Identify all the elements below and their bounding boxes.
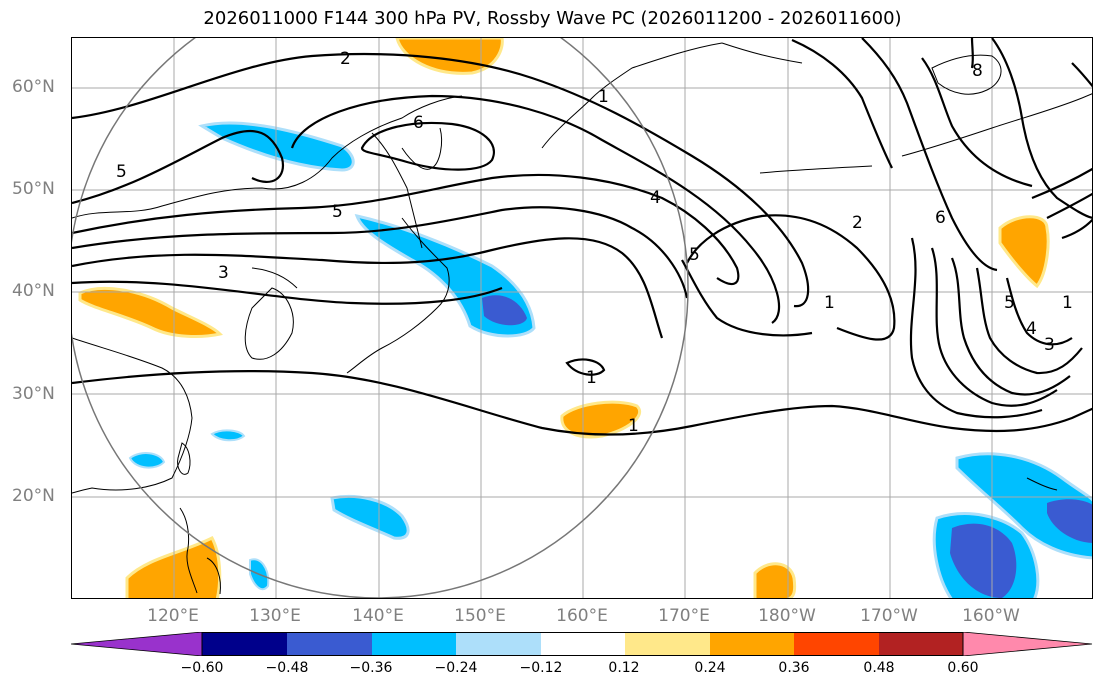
contour-label: 3 [218, 263, 229, 283]
lat-label-40n: 40°N [12, 281, 55, 301]
lon-label-180w: 180°W [758, 606, 816, 626]
lon-label-160w: 160°W [962, 606, 1020, 626]
pv-contours [72, 38, 1092, 436]
contour-label: 5 [1004, 293, 1015, 313]
colorbar-tick: 0.24 [694, 660, 726, 676]
colorbar-segment [372, 632, 456, 656]
colorbar-segment [794, 632, 879, 656]
colorbar-segment [710, 632, 794, 656]
colorbar-tick: −0.60 [180, 660, 224, 676]
contour-label: 1 [586, 368, 597, 388]
lon-label-140e: 140°E [352, 606, 404, 626]
lat-label-30n: 30°N [12, 384, 55, 404]
negative-anomaly-shading [128, 121, 1092, 598]
lon-label-170e: 170°E [658, 606, 710, 626]
rossby-wave-circle [72, 38, 689, 598]
colorbar-segment [541, 632, 625, 656]
contour-label: 2 [852, 213, 863, 233]
contour-label: 1 [628, 416, 639, 436]
colorbar-tick: 0.60 [947, 660, 979, 676]
lon-label-160e: 160°E [556, 606, 608, 626]
lon-label-170w: 170°W [860, 606, 918, 626]
colorbar-segment-high-extend [962, 632, 1093, 656]
contour-label: 2 [340, 49, 351, 69]
colorbar-tick: 0.48 [863, 660, 895, 676]
colorbar-tick: −0.48 [265, 660, 309, 676]
colorbar-tick: 0.36 [778, 660, 810, 676]
map-canvas: 2 6 5 5 3 1 4 5 1 1 1 2 6 5 4 3 1 8 [72, 38, 1092, 598]
colorbar-tick: −0.24 [434, 660, 478, 676]
positive-anomaly-shading [78, 38, 1050, 598]
lat-label-20n: 20°N [12, 486, 55, 506]
lat-label-60n: 60°N [12, 77, 55, 97]
colorbar [71, 632, 1093, 656]
contour-label: 6 [935, 208, 946, 228]
contour-label: 5 [689, 245, 700, 265]
colorbar-segment [456, 632, 541, 656]
lat-label-50n: 50°N [12, 179, 55, 199]
contour-label: 6 [413, 113, 424, 133]
contour-label: 1 [598, 87, 609, 107]
contour-label: 1 [824, 293, 835, 313]
colorbar-segment-low-extend [71, 632, 203, 656]
contour-label: 4 [1026, 319, 1037, 339]
lon-label-120e: 120°E [147, 606, 199, 626]
coastlines [72, 42, 1092, 595]
map-panel: 2 6 5 5 3 1 4 5 1 1 1 2 6 5 4 3 1 8 [71, 37, 1093, 599]
contour-label: 3 [1044, 335, 1055, 355]
colorbar-segment [625, 632, 710, 656]
contour-label: 8 [972, 61, 983, 81]
colorbar-segment [879, 632, 963, 656]
contour-label: 5 [116, 162, 127, 182]
contour-label: 4 [650, 188, 661, 208]
colorbar-tick: −0.36 [349, 660, 393, 676]
colorbar-segment [287, 632, 372, 656]
contour-label: 1 [1062, 293, 1073, 313]
colorbar-segment [202, 632, 287, 656]
lon-label-130e: 130°E [249, 606, 301, 626]
map-title: 2026011000 F144 300 hPa PV, Rossby Wave … [203, 8, 902, 29]
lon-label-150e: 150°E [454, 606, 506, 626]
colorbar-tick: −0.12 [519, 660, 563, 676]
colorbar-tick: 0.12 [608, 660, 640, 676]
contour-label: 5 [332, 202, 343, 222]
